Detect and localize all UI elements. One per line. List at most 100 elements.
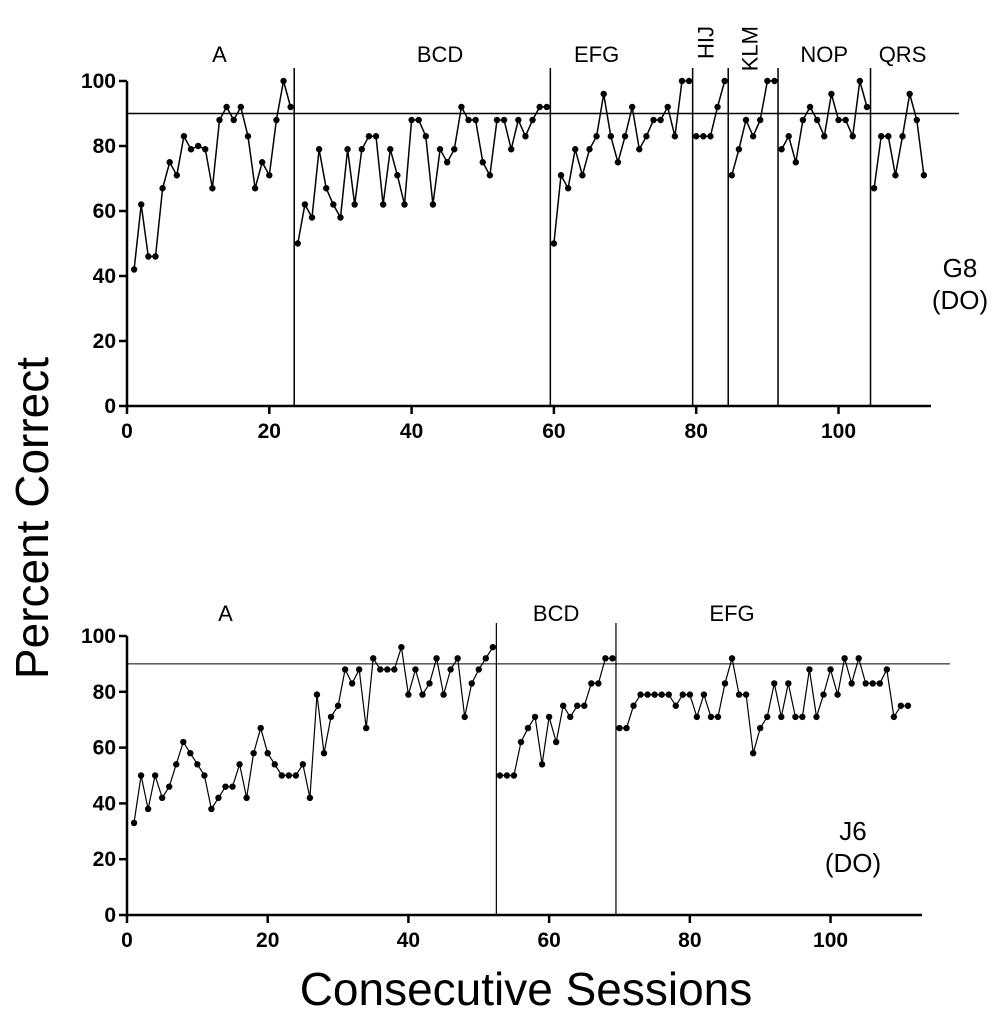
y-tick-label-g8: 80 bbox=[93, 135, 116, 158]
data-point-j6 bbox=[264, 749, 271, 757]
data-point-g8 bbox=[849, 133, 856, 140]
data-point-j6 bbox=[630, 702, 637, 709]
data-point-g8 bbox=[209, 185, 216, 192]
data-point-j6 bbox=[243, 794, 250, 802]
data-point-j6 bbox=[285, 772, 293, 779]
data-point-g8 bbox=[493, 116, 501, 124]
y-tick-label-g8: 100 bbox=[81, 70, 116, 93]
data-point-j6 bbox=[644, 691, 651, 698]
data-point-g8 bbox=[586, 146, 593, 153]
x-tick-label-g8: 60 bbox=[542, 420, 565, 443]
data-point-g8 bbox=[323, 185, 330, 192]
data-point-j6 bbox=[461, 713, 468, 721]
y-tick-label-j6: 40 bbox=[93, 792, 116, 815]
data-point-g8 bbox=[401, 201, 408, 208]
data-point-g8 bbox=[657, 116, 664, 124]
data-point-j6 bbox=[377, 666, 384, 673]
data-point-j6 bbox=[433, 655, 440, 662]
x-tick-label-g8: 0 bbox=[121, 420, 133, 443]
data-point-j6 bbox=[855, 655, 862, 662]
data-point-j6 bbox=[137, 772, 145, 779]
data-point-j6 bbox=[503, 772, 511, 779]
data-point-g8 bbox=[764, 77, 771, 85]
data-point-g8 bbox=[899, 133, 906, 140]
data-point-j6 bbox=[764, 713, 771, 721]
data-point-j6 bbox=[194, 761, 201, 768]
data-point-j6 bbox=[595, 680, 602, 687]
y-tick-label-g8: 60 bbox=[93, 200, 116, 223]
data-point-j6 bbox=[799, 713, 806, 721]
data-point-j6 bbox=[201, 772, 208, 779]
data-point-j6 bbox=[334, 702, 342, 709]
data-point-g8 bbox=[422, 133, 430, 140]
data-point-g8 bbox=[251, 185, 259, 192]
data-point-g8 bbox=[557, 172, 565, 179]
phase-label-j6: EFG bbox=[709, 601, 754, 626]
data-point-g8 bbox=[636, 146, 643, 153]
data-point-g8 bbox=[159, 185, 166, 192]
series-line-j6 bbox=[133, 646, 494, 823]
data-point-g8 bbox=[600, 90, 607, 98]
data-point-g8 bbox=[244, 133, 252, 140]
data-point-j6 bbox=[862, 680, 869, 687]
data-point-g8 bbox=[771, 77, 778, 85]
data-point-j6 bbox=[869, 680, 876, 687]
data-point-g8 bbox=[508, 146, 515, 153]
data-point-g8 bbox=[671, 133, 679, 140]
y-tick-label-j6: 80 bbox=[93, 681, 116, 704]
data-point-g8 bbox=[458, 103, 465, 111]
series-line-j6 bbox=[499, 657, 613, 777]
phase-label-g8: A bbox=[212, 42, 227, 67]
data-point-g8 bbox=[536, 103, 543, 111]
subject-condition-j6: (DO) bbox=[825, 848, 881, 878]
data-point-j6 bbox=[813, 713, 820, 721]
data-point-g8 bbox=[180, 133, 188, 140]
data-point-j6 bbox=[700, 691, 708, 698]
data-point-g8 bbox=[842, 116, 849, 124]
data-point-g8 bbox=[152, 253, 159, 260]
panel-j6: J6 (DO) 0 20 40 60 80 100 0 20 40 60 80 100 A BCD EFG bbox=[81, 601, 950, 952]
data-point-g8 bbox=[643, 133, 650, 140]
data-point-j6 bbox=[707, 713, 715, 721]
y-axis-title: Percent Correct bbox=[6, 357, 58, 679]
series-line-j6 bbox=[619, 656, 908, 754]
data-point-g8 bbox=[315, 146, 323, 153]
data-point-j6 bbox=[827, 666, 834, 673]
data-point-j6 bbox=[215, 794, 222, 802]
data-point-j6 bbox=[313, 691, 321, 698]
data-point-j6 bbox=[531, 713, 539, 721]
subject-condition-g8: (DO) bbox=[932, 285, 988, 315]
data-point-g8 bbox=[885, 133, 892, 140]
data-point-j6 bbox=[848, 680, 855, 687]
data-point-j6 bbox=[130, 819, 138, 827]
data-point-g8 bbox=[693, 133, 700, 140]
data-point-g8 bbox=[166, 159, 173, 166]
phase-label-g8: KLM bbox=[738, 26, 763, 71]
data-point-g8 bbox=[465, 116, 472, 124]
data-point-j6 bbox=[151, 772, 159, 779]
data-point-j6 bbox=[208, 805, 215, 813]
data-point-j6 bbox=[792, 713, 799, 721]
data-point-j6 bbox=[370, 655, 377, 662]
data-point-j6 bbox=[348, 680, 356, 687]
data-point-j6 bbox=[778, 713, 785, 721]
x-tick-label-g8: 80 bbox=[685, 420, 708, 443]
data-point-g8 bbox=[372, 133, 380, 140]
data-point-j6 bbox=[454, 655, 461, 662]
data-point-g8 bbox=[870, 185, 878, 192]
data-point-j6 bbox=[771, 680, 778, 687]
subject-label-j6: J6 bbox=[839, 816, 866, 846]
data-point-j6 bbox=[714, 713, 722, 721]
data-point-j6 bbox=[672, 702, 679, 709]
data-point-j6 bbox=[419, 691, 426, 698]
y-tick-label-j6: 20 bbox=[93, 848, 116, 871]
data-point-g8 bbox=[187, 146, 195, 153]
data-point-j6 bbox=[679, 691, 686, 698]
data-point-j6 bbox=[341, 666, 349, 673]
data-point-j6 bbox=[728, 655, 736, 662]
data-point-j6 bbox=[405, 691, 412, 698]
y-tick-label-g8: 20 bbox=[93, 330, 116, 353]
data-point-j6 bbox=[538, 761, 546, 768]
data-point-g8 bbox=[614, 159, 622, 166]
data-point-g8 bbox=[138, 201, 145, 208]
